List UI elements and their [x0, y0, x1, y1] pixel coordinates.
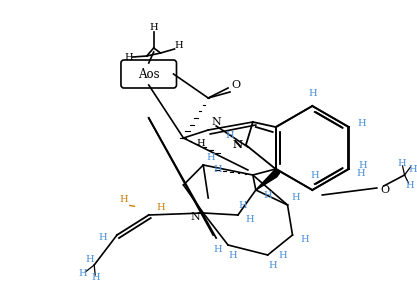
- Text: H: H: [308, 89, 317, 98]
- Text: H: H: [408, 165, 417, 174]
- Text: H: H: [229, 250, 237, 259]
- Text: H: H: [78, 268, 87, 278]
- Text: H: H: [214, 246, 222, 255]
- Text: H: H: [358, 160, 367, 169]
- Text: H: H: [85, 255, 93, 265]
- Polygon shape: [256, 173, 280, 190]
- Text: H: H: [92, 272, 100, 281]
- Text: H: H: [156, 203, 165, 211]
- Text: O: O: [380, 185, 389, 195]
- Text: H: H: [357, 169, 365, 178]
- Text: H: H: [120, 195, 128, 204]
- Text: H: H: [291, 192, 300, 201]
- Text: H: H: [125, 53, 133, 63]
- Polygon shape: [256, 169, 280, 190]
- Text: H: H: [207, 153, 216, 162]
- Text: H: H: [174, 41, 183, 50]
- Text: H: H: [99, 233, 108, 242]
- Text: H: H: [246, 216, 254, 224]
- Text: H: H: [278, 250, 287, 259]
- Text: H: H: [264, 191, 272, 200]
- Text: H: H: [214, 165, 222, 175]
- Text: H: H: [405, 181, 414, 189]
- Text: H: H: [239, 201, 247, 210]
- Text: H: H: [269, 261, 277, 269]
- Text: O: O: [231, 80, 241, 90]
- Text: H: H: [300, 236, 309, 245]
- Text: H: H: [226, 130, 234, 140]
- Text: N: N: [233, 140, 243, 150]
- Text: H: H: [397, 159, 406, 168]
- Text: N: N: [191, 212, 200, 222]
- Text: H: H: [310, 172, 319, 181]
- Text: Aos: Aos: [138, 68, 160, 81]
- Text: H: H: [358, 118, 366, 127]
- Text: H: H: [149, 24, 158, 33]
- Text: N: N: [211, 117, 221, 127]
- Text: H: H: [196, 140, 205, 149]
- FancyBboxPatch shape: [121, 60, 176, 88]
